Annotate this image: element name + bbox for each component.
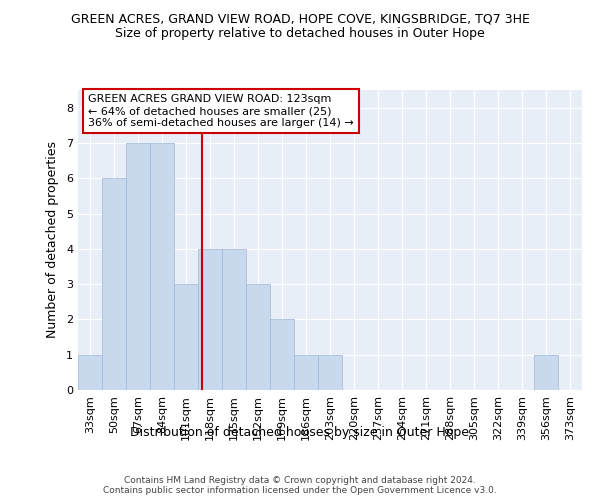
Text: Distribution of detached houses by size in Outer Hope: Distribution of detached houses by size … <box>131 426 470 439</box>
Y-axis label: Number of detached properties: Number of detached properties <box>46 142 59 338</box>
Text: Size of property relative to detached houses in Outer Hope: Size of property relative to detached ho… <box>115 28 485 40</box>
Text: Contains HM Land Registry data © Crown copyright and database right 2024.
Contai: Contains HM Land Registry data © Crown c… <box>103 476 497 495</box>
Bar <box>174 284 198 390</box>
Bar <box>126 143 150 390</box>
Bar <box>78 354 102 390</box>
Bar <box>318 354 342 390</box>
Text: GREEN ACRES, GRAND VIEW ROAD, HOPE COVE, KINGSBRIDGE, TQ7 3HE: GREEN ACRES, GRAND VIEW ROAD, HOPE COVE,… <box>71 12 529 26</box>
Bar <box>270 320 294 390</box>
Text: GREEN ACRES GRAND VIEW ROAD: 123sqm
← 64% of detached houses are smaller (25)
36: GREEN ACRES GRAND VIEW ROAD: 123sqm ← 64… <box>88 94 354 128</box>
Bar <box>222 249 246 390</box>
Bar <box>198 249 222 390</box>
Bar <box>294 354 318 390</box>
Bar <box>102 178 126 390</box>
Bar <box>534 354 558 390</box>
Bar <box>150 143 174 390</box>
Bar <box>246 284 270 390</box>
